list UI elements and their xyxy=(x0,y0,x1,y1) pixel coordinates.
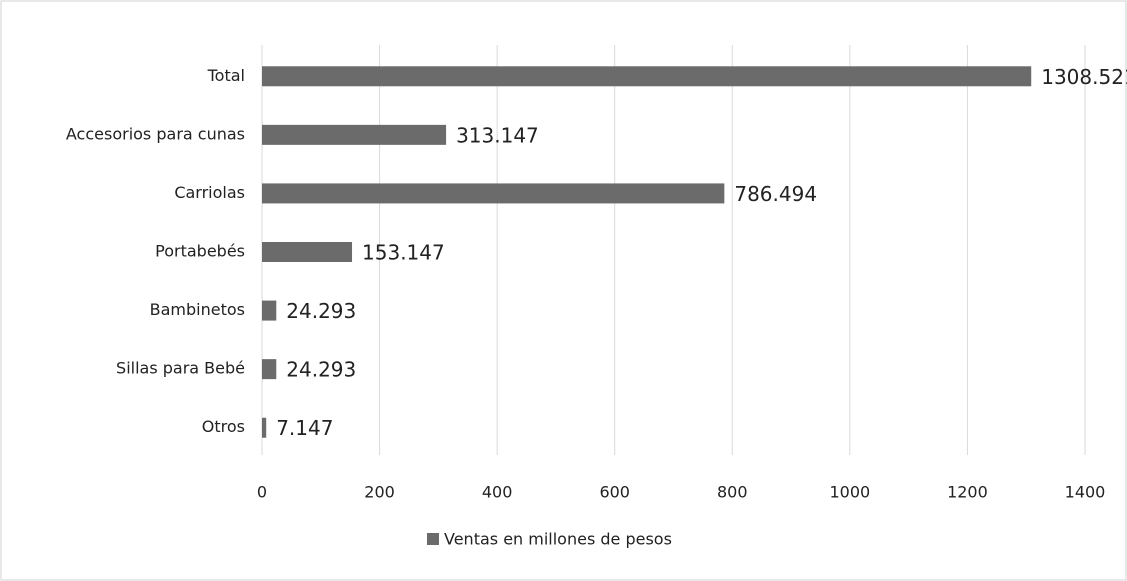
x-tick-label: 200 xyxy=(364,483,395,502)
x-tick-label: 1400 xyxy=(1065,483,1106,502)
y-tick-label: Portabebés xyxy=(155,242,245,261)
data-label: 786.494 xyxy=(734,182,817,206)
bar xyxy=(262,300,277,321)
bar xyxy=(262,242,353,262)
bar xyxy=(262,124,447,145)
data-label: 153.147 xyxy=(362,241,445,265)
bar xyxy=(262,359,277,380)
x-tick-label: 800 xyxy=(717,483,748,502)
y-tick-label: Otros xyxy=(202,417,245,436)
bar xyxy=(262,183,725,204)
bar xyxy=(262,66,1032,87)
legend-swatch xyxy=(427,533,439,545)
x-tick-label: 1200 xyxy=(947,483,988,502)
y-tick-label: Accesorios para cunas xyxy=(66,124,245,143)
y-tick-label: Carriolas xyxy=(174,183,245,202)
x-tick-label: 1000 xyxy=(829,483,870,502)
data-label: 1308.521 xyxy=(1041,65,1127,89)
x-tick-label: 600 xyxy=(599,483,630,502)
legend-label: Ventas en millones de pesos xyxy=(444,530,672,549)
x-tick-label: 0 xyxy=(257,483,267,502)
data-label: 24.293 xyxy=(286,358,356,382)
y-tick-label: Total xyxy=(207,66,245,85)
bar xyxy=(262,417,267,438)
y-tick-label: Sillas para Bebé xyxy=(116,359,245,378)
data-label: 313.147 xyxy=(456,123,539,147)
y-tick-label: Bambinetos xyxy=(150,300,245,319)
data-label: 24.293 xyxy=(286,299,356,323)
data-label: 7.147 xyxy=(276,416,333,440)
x-tick-label: 400 xyxy=(482,483,513,502)
